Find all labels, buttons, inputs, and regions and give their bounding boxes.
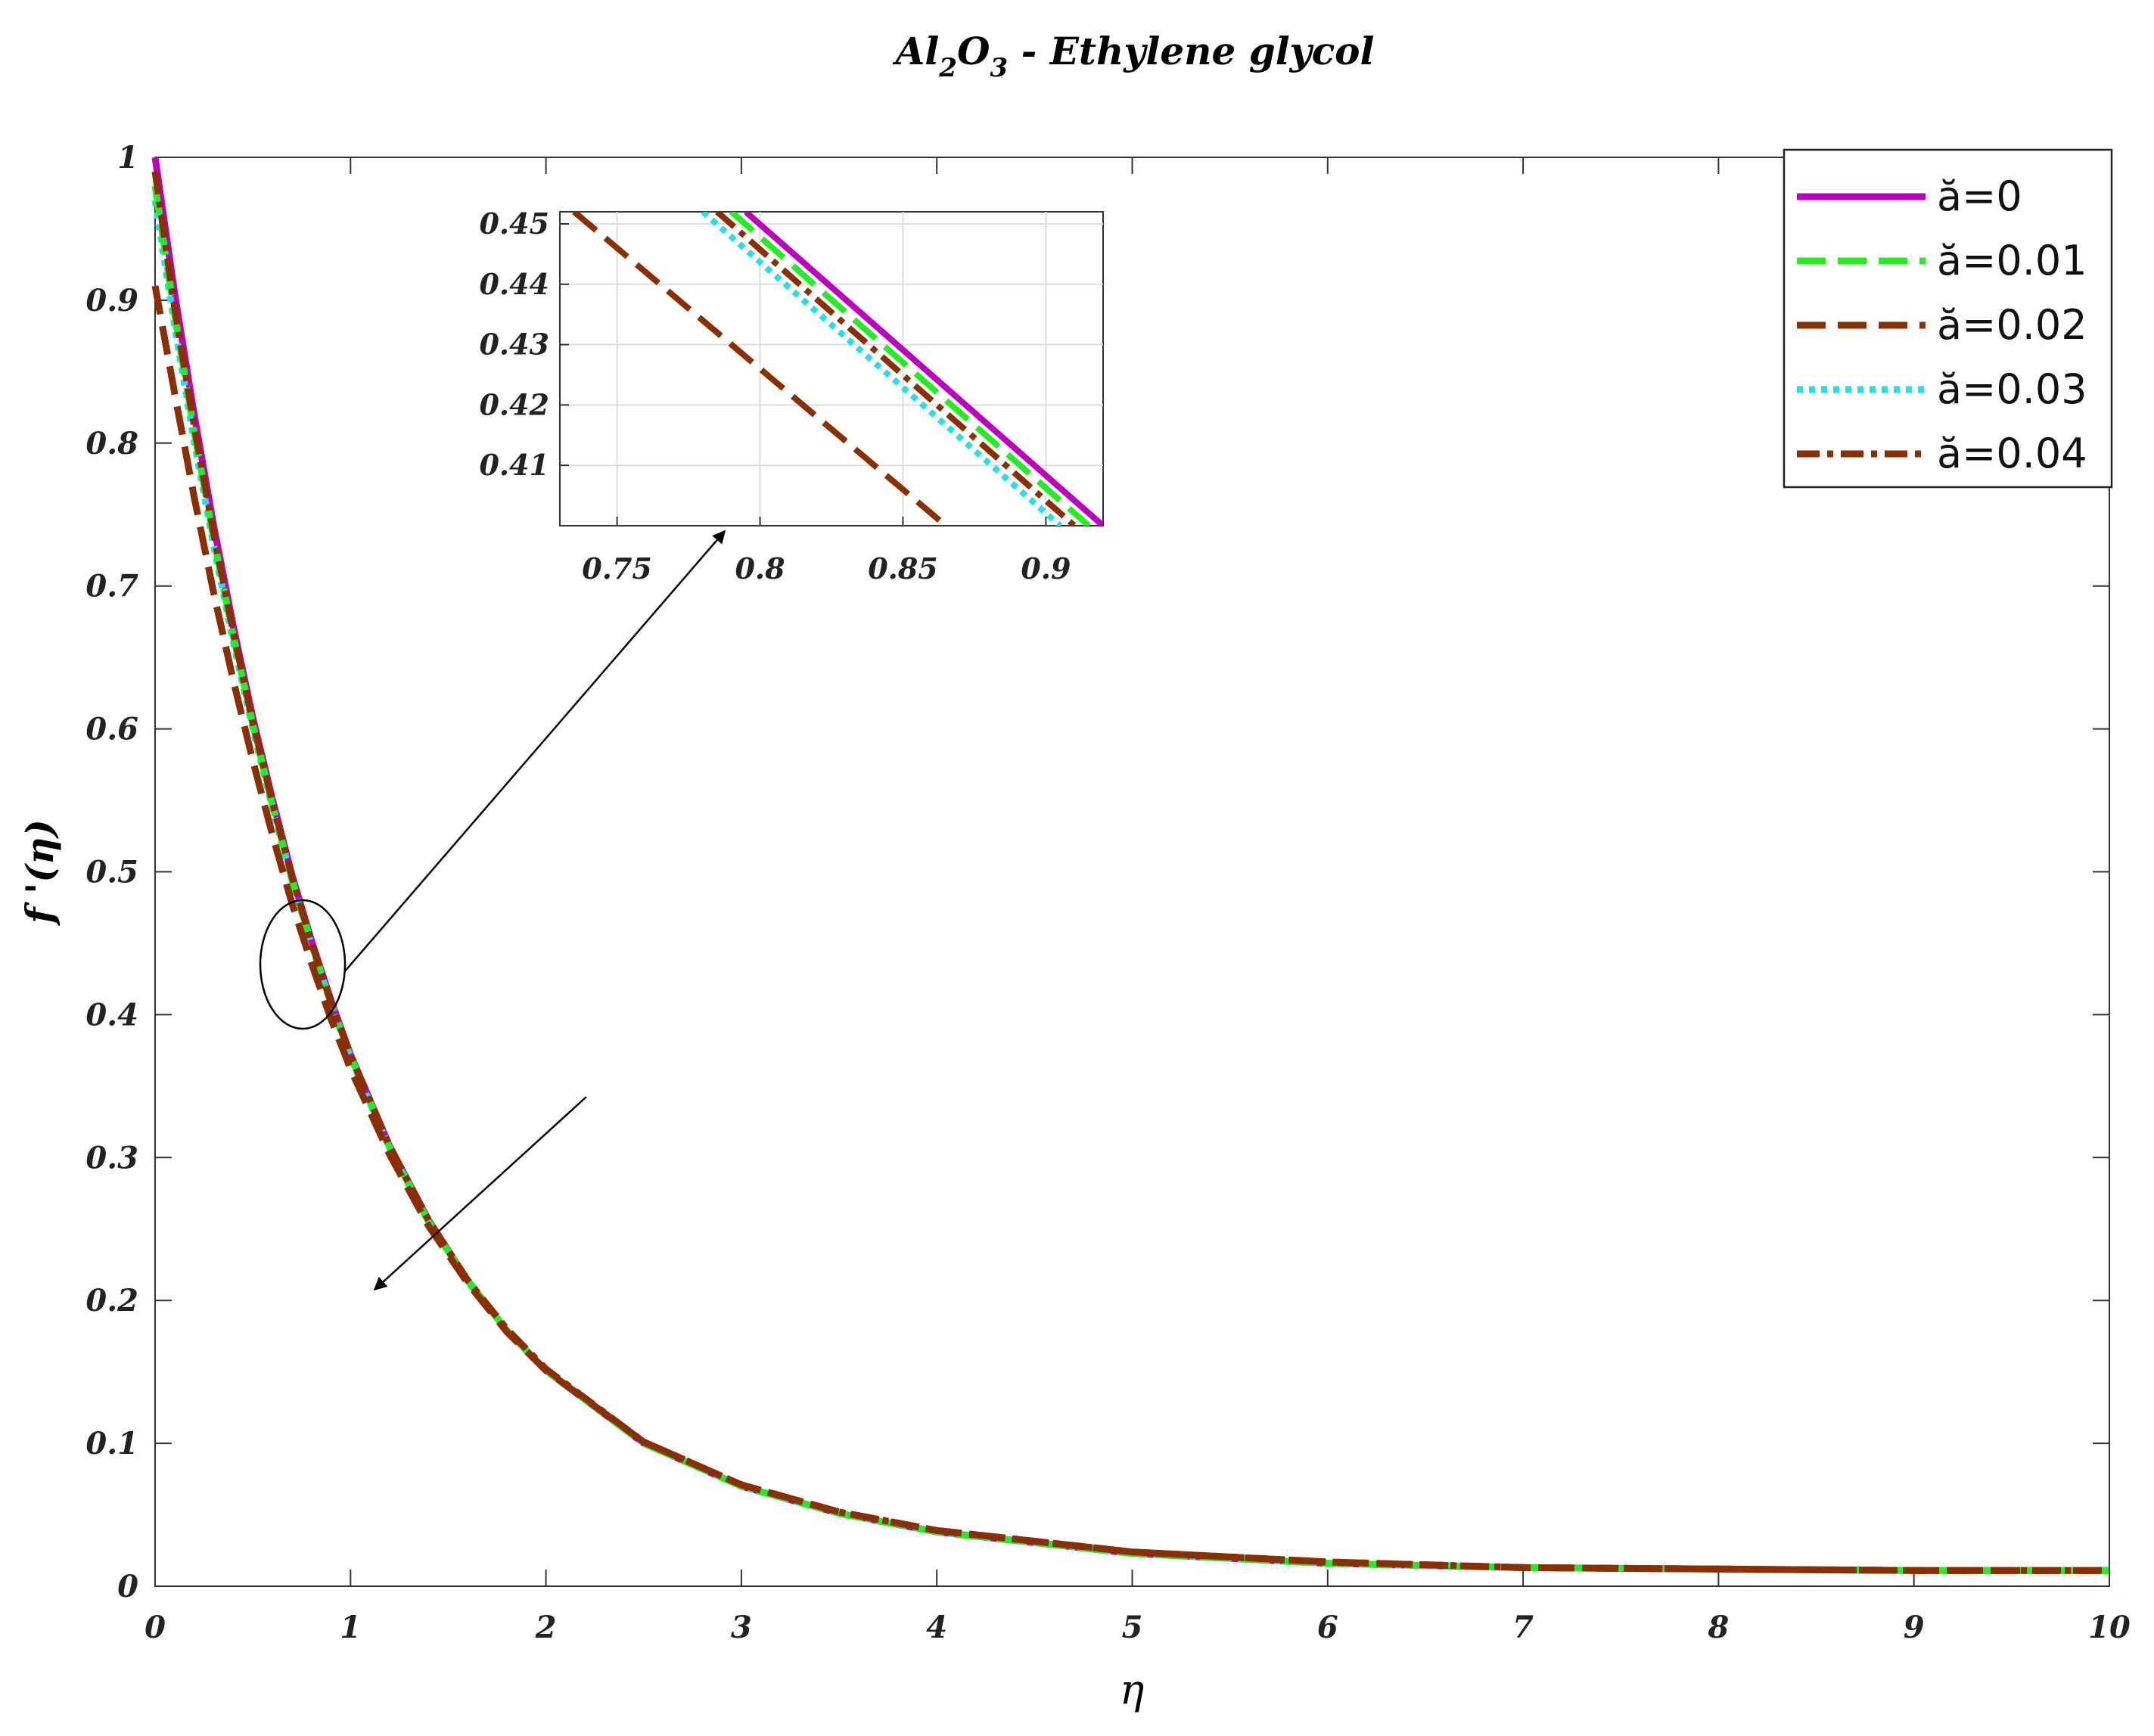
inset-series-line-1 xyxy=(729,212,1091,526)
inset-y-tick-label: 0.43 xyxy=(479,328,549,362)
title-sub2: 3 xyxy=(990,53,1009,83)
legend: ă=0 ă=0.01 ă=0.02 ă=0.03 ă=0.04 xyxy=(1783,148,2113,489)
title-sub1: 2 xyxy=(938,53,957,83)
inset-ticks: 0.75 0.8 0.85 0.9 0.41 0.42 0.43 0.44 0.45 xyxy=(479,207,1071,585)
y-axis-ticks: 0 0.1 0.2 0.3 0.4 0.5 0.6 0.7 0.8 0.9 1 xyxy=(85,140,2109,1604)
inset-x-tick-label: 0.85 xyxy=(868,551,938,585)
legend-label-4: ă=0.04 xyxy=(1937,430,2087,477)
inset-y-tick-label: 0.45 xyxy=(479,207,549,241)
y-tick-label: 0.1 xyxy=(85,1426,138,1461)
y-tick-label: 0.9 xyxy=(85,283,138,318)
series-line-4 xyxy=(151,171,2109,1574)
series-line-2 xyxy=(151,285,2109,1574)
x-tick-label: 7 xyxy=(1512,1610,1534,1645)
y-axis-label: f '(η) xyxy=(17,819,62,926)
y-tick-label: 0.6 xyxy=(85,712,138,747)
x-tick-label: 10 xyxy=(2088,1610,2131,1645)
inset-x-tick-label: 0.9 xyxy=(1021,551,1071,585)
inset-plot-area xyxy=(559,211,1104,526)
inset-series-line-4 xyxy=(715,212,1077,526)
inset-lines xyxy=(572,212,1103,526)
x-tick-label: 6 xyxy=(1317,1610,1338,1645)
inset-y-tick-label: 0.44 xyxy=(479,267,549,301)
legend-label-0: ă=0 xyxy=(1937,172,2022,220)
zoom-arrow xyxy=(343,529,726,973)
x-tick-label: 8 xyxy=(1707,1610,1729,1645)
y-tick-label: 0.8 xyxy=(85,426,138,461)
x-tick-label: 0 xyxy=(145,1610,166,1645)
inset-series-line-0 xyxy=(743,212,1103,526)
legend-box xyxy=(1783,148,2113,489)
title-mid: O xyxy=(957,29,990,73)
inset-y-tick-label: 0.41 xyxy=(479,448,549,482)
y-tick-label: 0.3 xyxy=(85,1140,138,1175)
x-axis-ticks: 0 1 2 3 4 5 6 7 8 9 10 xyxy=(145,157,2131,1645)
y-tick-label: 0.7 xyxy=(85,569,138,604)
y-tick-label: 1 xyxy=(117,140,138,175)
legend-label-3: ă=0.03 xyxy=(1937,365,2087,413)
trend-arrow xyxy=(373,1096,587,1291)
legend-label-2: ă=0.02 xyxy=(1937,301,2087,349)
inset-zoom-plot: 0.75 0.8 0.85 0.9 0.41 0.42 0.43 0.44 0.45 xyxy=(479,207,1104,585)
x-axis-label: η xyxy=(1120,1666,1144,1713)
x-tick-label: 5 xyxy=(1122,1610,1143,1645)
y-tick-label: 0 xyxy=(117,1569,138,1604)
x-tick-label: 3 xyxy=(731,1610,752,1645)
y-tick-label: 0.2 xyxy=(85,1283,138,1318)
x-tick-label: 9 xyxy=(1904,1610,1925,1645)
x-tick-label: 4 xyxy=(926,1610,947,1645)
legend-label-1: ă=0.01 xyxy=(1937,237,2087,284)
series-lines xyxy=(151,157,2109,1574)
y-tick-label: 0.4 xyxy=(85,997,138,1033)
inset-x-tick-label: 0.8 xyxy=(735,551,785,585)
zoom-region-ellipse xyxy=(259,899,347,1030)
y-tick-label: 0.5 xyxy=(85,855,138,890)
x-tick-label: 1 xyxy=(340,1610,361,1645)
inset-y-tick-label: 0.42 xyxy=(479,387,549,421)
chart-title: Al2O3 - Ethylene glycol xyxy=(892,29,1374,83)
title-main: Al xyxy=(892,29,939,73)
title-tail: - Ethylene glycol xyxy=(1008,29,1374,73)
x-tick-label: 2 xyxy=(535,1610,557,1645)
inset-x-tick-label: 0.75 xyxy=(582,551,652,585)
